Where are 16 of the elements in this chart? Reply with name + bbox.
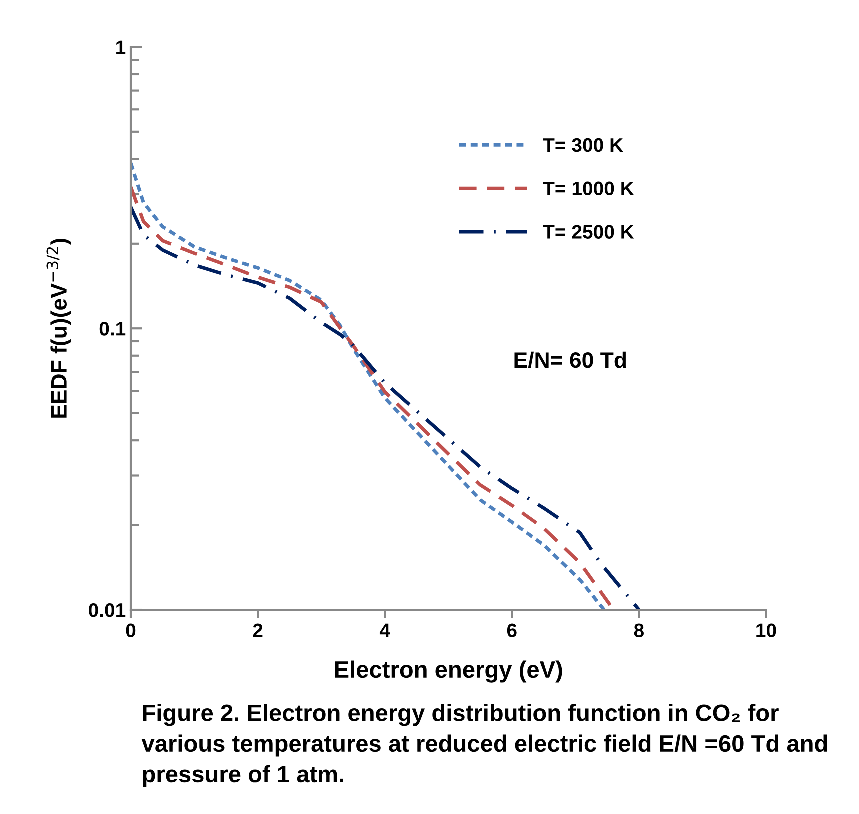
x-tick-label: 4 bbox=[380, 624, 390, 638]
x-axis-title: Electron energy (eV) bbox=[335, 660, 562, 683]
y-axis-title: EEDF f(u)(eV$^{−3/2}$) bbox=[46, 238, 72, 418]
caption: Figure 2. Electron energy distribution function in CO₂ for various temperatures at reduced electric field E/N =60 Td and pressure of 1 atm. bbox=[142, 704, 828, 788]
x-tick-label: 6 bbox=[507, 624, 517, 638]
x-tick-label: 2 bbox=[253, 624, 263, 638]
annotation: E/N= 60 Td bbox=[514, 352, 626, 368]
y-tick-label: 1 bbox=[116, 40, 126, 54]
y-tick-label: 0.01 bbox=[89, 603, 126, 618]
x-tick-label: 10 bbox=[756, 624, 776, 638]
y-tick-label: 0.1 bbox=[100, 322, 126, 336]
legend-label: T= 1000 K bbox=[543, 182, 634, 196]
x-tick-label: 0 bbox=[126, 624, 136, 638]
x-tick-label: 8 bbox=[634, 624, 644, 638]
legend-label: T= 300 K bbox=[543, 138, 624, 152]
legend-label: T= 2500 K bbox=[543, 225, 634, 239]
